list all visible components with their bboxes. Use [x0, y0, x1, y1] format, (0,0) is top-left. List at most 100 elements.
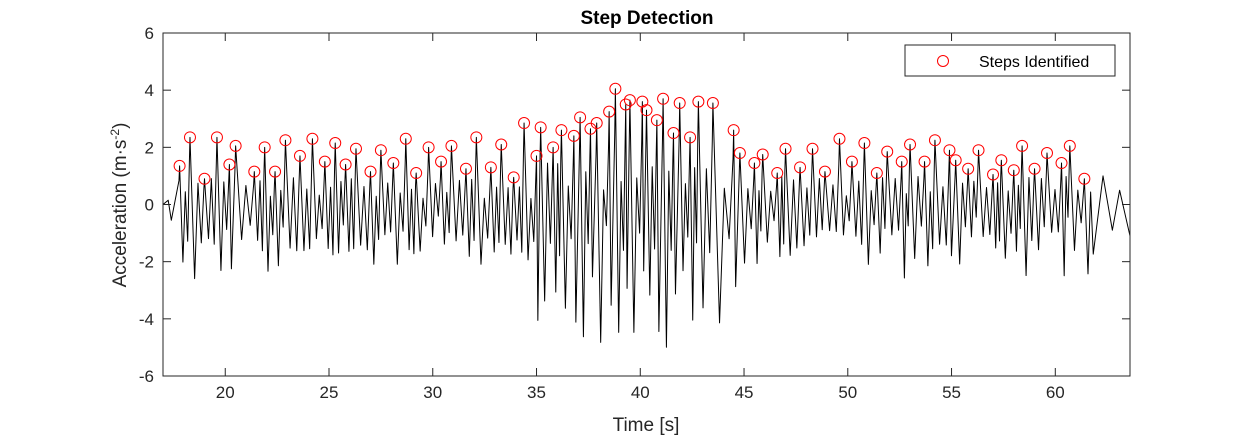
step-marker	[495, 138, 508, 151]
step-marker	[530, 149, 543, 162]
step-marker	[962, 162, 975, 175]
step-marker	[904, 138, 917, 151]
step-marker	[349, 142, 362, 155]
legend-box	[904, 44, 1116, 77]
y-axis-label-main: Acceleration (m·s	[110, 140, 131, 288]
step-marker	[684, 131, 697, 144]
step-marker	[547, 141, 560, 154]
step-marker	[858, 137, 871, 150]
step-marker	[198, 172, 211, 185]
y-tick-label: 4	[145, 81, 154, 100]
step-marker	[1041, 147, 1053, 160]
step-marker	[567, 129, 580, 142]
x-axis: 20 25 30 35 40 45 50 55 60	[216, 33, 1065, 402]
step-marker	[640, 104, 653, 117]
chart-title: Step Detection	[580, 8, 713, 29]
step-marker	[1063, 139, 1076, 152]
step-marker	[387, 157, 400, 170]
step-marker	[987, 168, 1000, 181]
step-marker	[748, 157, 761, 170]
step-marker	[279, 134, 292, 147]
step-marker	[183, 131, 196, 144]
step-marker	[657, 92, 670, 105]
step-marker	[895, 155, 908, 168]
step-marker	[518, 117, 531, 130]
y-axis: -6 -4 -2 0 2 4 6	[139, 24, 1130, 386]
step-marker	[339, 158, 352, 171]
step-marker	[269, 165, 282, 178]
step-marker	[667, 127, 680, 140]
step-marker	[223, 158, 236, 171]
step-marker	[779, 142, 792, 155]
step-marker	[318, 155, 331, 168]
x-tick-label: 45	[735, 383, 754, 402]
step-marker	[555, 124, 568, 137]
step-marker	[833, 132, 846, 145]
x-tick-label: 25	[320, 383, 339, 402]
step-marker	[650, 114, 663, 127]
step-marker	[534, 121, 547, 134]
step-marker	[364, 165, 377, 178]
x-tick-label: 40	[631, 383, 650, 402]
step-marker	[706, 97, 719, 110]
step-marker	[609, 82, 622, 95]
step-marker	[972, 144, 985, 157]
step-marker	[673, 97, 686, 110]
y-tick-label: -4	[139, 310, 154, 329]
step-marker	[928, 134, 941, 147]
step-marker	[943, 144, 956, 157]
step-marker	[590, 117, 603, 130]
step-marker	[603, 105, 616, 118]
legend-entry-steps-identified: Steps Identified	[979, 54, 1089, 71]
x-tick-label: 20	[216, 383, 235, 402]
step-marker	[507, 171, 520, 184]
step-marker	[771, 167, 784, 180]
step-marker	[619, 98, 632, 111]
y-axis-label-tail: )	[110, 123, 131, 129]
x-tick-label: 35	[527, 383, 546, 402]
step-marker	[818, 165, 831, 178]
step-marker	[306, 132, 319, 145]
step-marker	[210, 131, 223, 144]
step-marker	[484, 161, 497, 174]
x-tick-label: 30	[423, 383, 442, 402]
plot-area	[162, 32, 1131, 377]
step-marker	[574, 111, 587, 124]
legend-marker-icon	[937, 55, 949, 67]
step-marker	[845, 155, 858, 168]
legend: Steps Identified	[904, 44, 1116, 77]
step-marker	[173, 159, 186, 172]
step-marker	[399, 132, 412, 145]
step-marker	[422, 141, 435, 154]
step-marker	[1007, 164, 1020, 177]
y-axis-label: Acceleration (m·s-2)	[108, 123, 131, 288]
step-marker	[329, 137, 342, 150]
step-marker	[1078, 172, 1091, 185]
step-marker	[445, 139, 458, 152]
y-tick-label: 2	[145, 138, 154, 157]
step-marker	[1055, 157, 1068, 170]
step-marker	[1028, 162, 1041, 175]
step-marker	[435, 155, 448, 168]
step-marker	[410, 167, 423, 180]
marker-layer	[173, 82, 1091, 185]
y-tick-label: -2	[139, 253, 154, 272]
y-axis-label-superscript: -2	[108, 129, 122, 140]
step-marker	[949, 154, 962, 167]
x-axis-label: Time [s]	[613, 415, 680, 436]
x-tick-label: 55	[942, 383, 961, 402]
step-marker	[995, 154, 1008, 167]
step-marker	[733, 147, 746, 160]
x-tick-label: 50	[838, 383, 857, 402]
step-marker	[881, 145, 894, 158]
step-marker	[794, 161, 807, 174]
step-marker	[870, 167, 883, 180]
y-tick-label: -6	[139, 367, 154, 386]
step-marker	[229, 139, 242, 152]
step-marker	[756, 148, 769, 161]
step-marker	[623, 94, 636, 107]
x-tick-label: 60	[1046, 383, 1065, 402]
step-marker	[918, 155, 931, 168]
step-marker	[374, 144, 387, 157]
